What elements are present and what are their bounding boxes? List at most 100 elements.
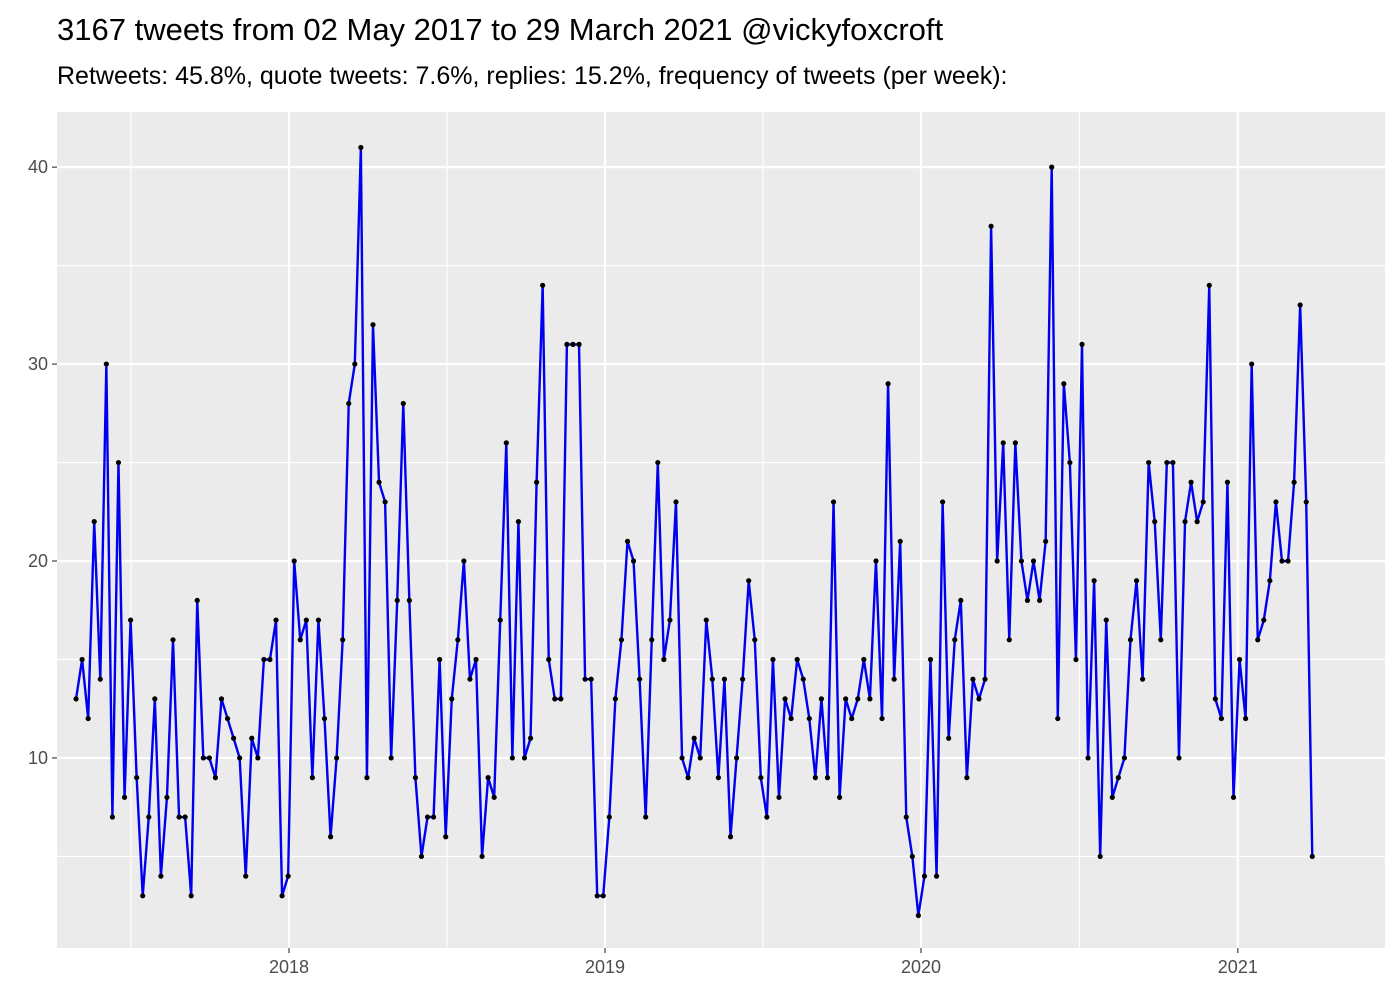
data-point [461, 558, 467, 564]
data-point [697, 755, 703, 761]
data-point [903, 814, 909, 820]
data-point [1255, 637, 1261, 643]
data-point [1243, 715, 1249, 722]
data-point [424, 814, 431, 820]
data-point [758, 775, 764, 781]
data-point [867, 696, 873, 702]
data-point [703, 617, 709, 623]
data-point [1261, 617, 1267, 623]
data-point [285, 873, 291, 879]
data-point [576, 341, 582, 347]
data-point [830, 499, 837, 505]
data-point [455, 637, 461, 643]
data-point [309, 775, 315, 781]
data-point [394, 597, 400, 604]
data-point [85, 715, 91, 722]
data-point [1024, 597, 1031, 604]
data-point [1103, 617, 1109, 623]
data-point [624, 538, 631, 544]
data-point [243, 873, 249, 879]
data-point [1012, 440, 1018, 446]
data-point [655, 459, 661, 466]
data-point [976, 696, 982, 702]
data-point [873, 558, 879, 564]
data-point [673, 499, 679, 505]
data-point [818, 696, 825, 702]
data-point [606, 814, 612, 820]
data-point [1133, 578, 1140, 584]
data-point [534, 479, 540, 485]
data-point [91, 519, 97, 525]
data-point [194, 597, 200, 604]
data-point [255, 755, 261, 761]
data-point [788, 715, 794, 722]
data-point [546, 656, 552, 663]
data-point [261, 656, 267, 663]
x-axis: 2018 2019 2020 2021 [269, 948, 1258, 977]
data-point [279, 893, 285, 899]
data-point [1152, 519, 1158, 525]
data-point [418, 853, 425, 860]
data-point [224, 715, 231, 722]
data-point [843, 696, 849, 702]
data-point [1158, 637, 1164, 643]
data-point [691, 735, 697, 741]
data-point [643, 814, 649, 820]
data-point [170, 637, 176, 643]
data-point [679, 755, 685, 761]
data-point [400, 400, 406, 407]
chart-title: 3167 tweets from 02 May 2017 to 29 March… [57, 12, 944, 47]
data-point [709, 676, 715, 682]
data-point [303, 617, 309, 623]
data-point [982, 676, 988, 682]
data-point [449, 696, 455, 702]
data-point [497, 617, 503, 623]
data-point [297, 637, 303, 643]
data-point [1285, 558, 1291, 564]
data-point [988, 223, 994, 229]
data-point [958, 597, 964, 604]
data-point [1127, 637, 1134, 643]
data-point [1291, 479, 1297, 485]
data-point [927, 656, 934, 663]
data-point [358, 144, 364, 151]
data-point [733, 755, 740, 761]
data-point [443, 834, 449, 840]
data-point [103, 361, 109, 367]
data-point [618, 637, 625, 643]
data-point [558, 696, 564, 702]
data-point [897, 538, 903, 544]
data-point [540, 282, 546, 288]
data-point [115, 459, 122, 466]
data-point [764, 814, 770, 820]
data-point [321, 715, 328, 722]
data-point [237, 755, 243, 761]
data-point [1097, 853, 1103, 860]
data-point [812, 775, 818, 781]
data-point [267, 656, 273, 663]
data-point [649, 637, 655, 643]
data-point [782, 696, 788, 702]
data-point [964, 775, 970, 781]
data-point [79, 656, 85, 663]
data-point [158, 873, 164, 879]
data-point [152, 696, 158, 702]
data-point [327, 834, 334, 840]
data-point [946, 735, 952, 741]
data-point [479, 853, 485, 860]
data-point [352, 361, 358, 367]
y-tick-label: 20 [28, 551, 48, 571]
data-point [382, 499, 388, 505]
data-point [582, 676, 588, 682]
data-point [552, 696, 558, 702]
data-point [1212, 696, 1218, 702]
data-point [346, 400, 352, 407]
data-point [1121, 755, 1128, 761]
data-point [933, 873, 940, 879]
data-point [727, 834, 734, 840]
data-point [588, 676, 594, 682]
data-point [467, 676, 473, 682]
data-point [570, 341, 576, 347]
data-point [388, 755, 394, 761]
data-point [1140, 676, 1146, 682]
